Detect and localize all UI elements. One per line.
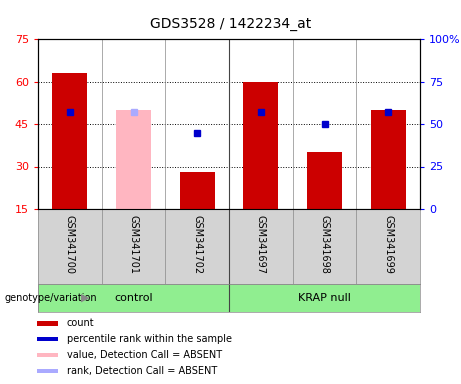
Bar <box>53 73 87 209</box>
Bar <box>243 81 278 209</box>
Bar <box>37 369 58 373</box>
Text: GSM341701: GSM341701 <box>129 215 138 274</box>
Bar <box>37 337 58 341</box>
Text: GSM341702: GSM341702 <box>192 215 202 274</box>
Bar <box>371 110 406 209</box>
Text: genotype/variation: genotype/variation <box>5 293 97 303</box>
Text: GDS3528 / 1422234_at: GDS3528 / 1422234_at <box>150 17 311 31</box>
Bar <box>38 284 229 312</box>
Text: GSM341700: GSM341700 <box>65 215 75 274</box>
Text: GSM341699: GSM341699 <box>383 215 393 274</box>
Bar <box>37 353 58 357</box>
Bar <box>37 321 58 326</box>
Text: ▶: ▶ <box>81 293 89 303</box>
Bar <box>180 172 215 209</box>
Text: value, Detection Call = ABSENT: value, Detection Call = ABSENT <box>67 350 222 360</box>
Bar <box>307 152 342 209</box>
Bar <box>229 284 420 312</box>
Text: GSM341697: GSM341697 <box>256 215 266 274</box>
Text: GSM341698: GSM341698 <box>319 215 330 274</box>
Text: control: control <box>114 293 153 303</box>
Text: rank, Detection Call = ABSENT: rank, Detection Call = ABSENT <box>67 366 217 376</box>
Text: percentile rank within the sample: percentile rank within the sample <box>67 334 232 344</box>
Text: count: count <box>67 318 95 328</box>
Text: KRAP null: KRAP null <box>298 293 351 303</box>
Bar <box>116 110 151 209</box>
